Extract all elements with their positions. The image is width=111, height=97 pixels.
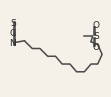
Text: S: S — [93, 32, 99, 41]
Text: O: O — [92, 21, 99, 30]
Text: S: S — [10, 19, 16, 28]
Text: O: O — [92, 43, 99, 52]
Text: N: N — [9, 39, 16, 48]
Text: C: C — [10, 29, 16, 38]
